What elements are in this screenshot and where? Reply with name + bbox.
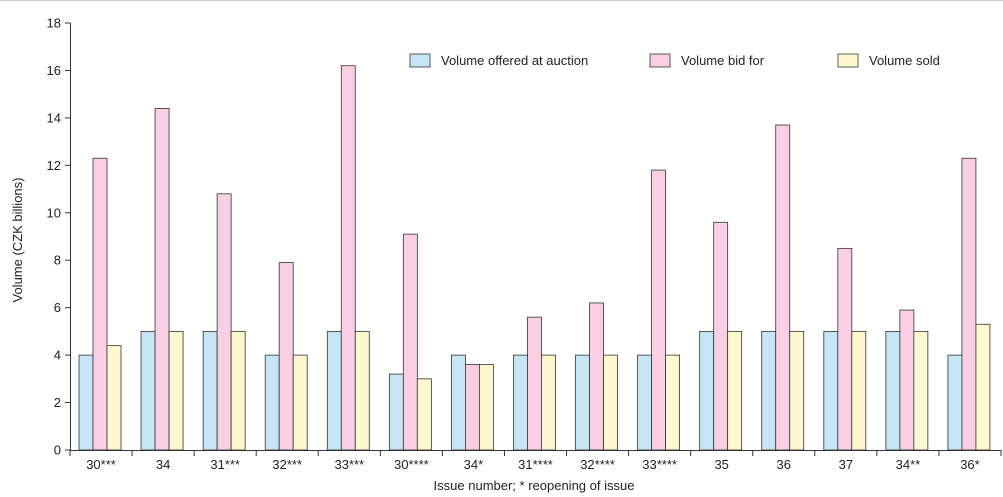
x-tick-label: 35 bbox=[714, 457, 728, 472]
bar-bid bbox=[899, 309, 915, 451]
x-tick-label: 34* bbox=[464, 457, 484, 472]
bar-sold bbox=[665, 354, 680, 451]
bar-bid bbox=[278, 262, 294, 451]
x-tick-label: 34 bbox=[156, 457, 170, 472]
bar-bid bbox=[92, 157, 108, 451]
bar-sold bbox=[416, 378, 432, 451]
y-tick-label: 2 bbox=[54, 395, 61, 410]
bar-bid bbox=[402, 233, 418, 451]
bar-sold bbox=[106, 345, 122, 451]
y-axis-title: Volume (CZK billions) bbox=[10, 178, 25, 303]
legend-label-bid: Volume bid for bbox=[681, 53, 765, 68]
bar-bid bbox=[713, 221, 729, 451]
x-tick-label: 30**** bbox=[394, 457, 429, 472]
bar-sold bbox=[727, 330, 743, 451]
bar-offered bbox=[885, 330, 901, 451]
legend-label-sold: Volume sold bbox=[869, 53, 940, 68]
bar-sold bbox=[168, 330, 184, 451]
y-tick-label: 8 bbox=[54, 253, 61, 268]
bar-offered bbox=[823, 330, 839, 451]
bar-bid bbox=[216, 193, 232, 451]
x-tick-label: 36 bbox=[777, 457, 791, 472]
bar-offered bbox=[388, 373, 404, 451]
y-tick-label: 16 bbox=[47, 63, 61, 78]
bar-sold bbox=[913, 330, 929, 451]
bar-sold bbox=[292, 354, 308, 451]
bar-bid bbox=[589, 302, 604, 451]
x-tick-label: 30*** bbox=[86, 457, 116, 472]
bar-bid bbox=[961, 157, 977, 451]
bar-bid bbox=[464, 364, 480, 451]
x-tick-label: 33**** bbox=[642, 457, 677, 472]
bar-bid bbox=[154, 108, 170, 451]
bar-offered bbox=[78, 354, 94, 451]
legend-swatch-bid bbox=[649, 53, 671, 68]
bar-bid bbox=[651, 169, 666, 451]
x-axis-title: Issue number; * reopening of issue bbox=[434, 478, 635, 493]
y-axis-ticks: 0 2 4 6 8 10 12 14 16 18 bbox=[47, 16, 70, 458]
legend-swatch-offered bbox=[409, 53, 431, 68]
bar-bid bbox=[340, 65, 356, 451]
bar-sold bbox=[789, 330, 805, 451]
y-tick-label: 6 bbox=[54, 300, 61, 315]
x-tick-label: 31*** bbox=[210, 457, 240, 472]
bar-sold bbox=[354, 330, 370, 451]
y-tick-label: 14 bbox=[47, 110, 61, 125]
bar-offered bbox=[326, 330, 342, 451]
x-axis-ticks: 30*** 34 31*** 32*** 33*** 30**** 34* 31**** 32*… bbox=[69, 450, 1002, 472]
bar-bid bbox=[837, 247, 853, 451]
y-tick-label: 18 bbox=[47, 16, 61, 31]
bar-bid bbox=[527, 316, 542, 451]
x-tick-label: 34** bbox=[896, 457, 921, 472]
x-tick-label: 31**** bbox=[518, 457, 553, 472]
y-tick-label: 12 bbox=[47, 158, 61, 173]
bar-sold bbox=[603, 354, 618, 451]
y-tick-label: 10 bbox=[47, 205, 61, 220]
bar-offered bbox=[202, 330, 218, 451]
bar-bid bbox=[775, 124, 791, 451]
bar-offered bbox=[575, 354, 590, 451]
bar-sold bbox=[851, 330, 867, 451]
legend-swatch-sold bbox=[837, 53, 859, 68]
bar-offered bbox=[699, 330, 715, 451]
x-tick-label: 32**** bbox=[580, 457, 615, 472]
legend-label-offered: Volume offered at auction bbox=[441, 53, 588, 68]
y-tick-label: 0 bbox=[54, 443, 61, 458]
bar-sold bbox=[230, 330, 246, 451]
bar-sold bbox=[975, 323, 991, 451]
y-tick-label: 4 bbox=[54, 348, 61, 363]
bar-offered bbox=[947, 354, 963, 451]
bar-sold bbox=[478, 364, 494, 451]
bar-offered bbox=[450, 354, 466, 451]
bar-offered bbox=[264, 354, 280, 451]
x-tick-label: 37 bbox=[839, 457, 853, 472]
bars bbox=[78, 65, 991, 451]
x-tick-label: 32*** bbox=[272, 457, 302, 472]
x-tick-label: 33*** bbox=[334, 457, 364, 472]
bar-offered bbox=[140, 330, 156, 451]
x-tick-label: 36* bbox=[960, 457, 980, 472]
bar-offered bbox=[761, 330, 777, 451]
legend: Volume offered at auction Volume bid for… bbox=[409, 53, 940, 68]
bar-offered bbox=[513, 354, 528, 451]
bar-offered bbox=[637, 354, 652, 451]
bar-sold bbox=[541, 354, 556, 451]
